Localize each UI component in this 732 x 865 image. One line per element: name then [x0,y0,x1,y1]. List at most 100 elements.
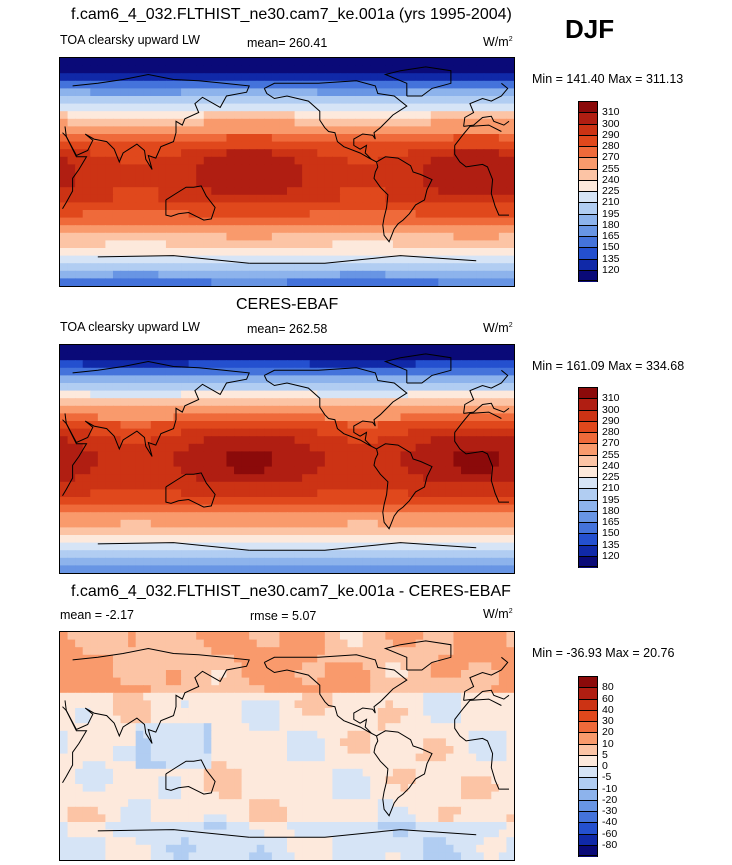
map-cell [97,535,106,544]
map-cell [377,225,386,234]
map-cell [120,685,129,694]
map-cell [438,126,447,135]
map-cell [423,565,432,573]
map-cell [234,240,243,249]
map-cell [264,565,273,573]
map-cell [347,677,356,686]
map-cell [158,156,167,165]
map-cell [264,80,273,89]
map-cell [324,96,333,105]
map-cell [241,126,250,135]
map-cell [309,504,318,513]
map-cell [75,179,84,188]
map-cell [506,784,514,793]
map-cell [309,700,318,709]
map-cell [377,723,386,732]
map-cell [355,156,364,165]
map-cell [438,149,447,158]
map-cell [506,164,514,173]
map-cell [241,187,250,196]
map-cell [165,746,175,755]
map-cell [332,761,341,770]
map-cell [256,118,265,127]
map-cell [188,791,197,800]
map-cell [143,73,152,82]
map-cell [173,632,182,641]
map-cell [287,134,296,143]
map-cell [264,360,273,369]
map-cell [294,550,303,559]
map-svg [60,632,514,860]
map-cell [370,390,379,399]
map-cell [294,451,303,460]
map-cell [347,746,356,755]
map-cell [60,375,69,384]
map-cell [453,504,462,513]
map-cell [97,791,106,800]
coastline [373,443,433,530]
map-cell [453,187,462,196]
map-cell [203,405,212,414]
map-cell [75,466,84,475]
map-cell [309,118,318,127]
map-cell [377,670,386,679]
map-cell [249,428,258,437]
map-cell [408,248,417,257]
map-cell [445,504,455,513]
map-cell [423,103,432,112]
map-cell [112,80,122,89]
map-cell [491,398,500,407]
map-cell [370,768,379,777]
map-cell [234,738,243,747]
map-cell [97,360,106,369]
map-cell [415,172,424,181]
map-cell [279,278,288,286]
map-cell [339,248,349,257]
map-cell [82,550,91,559]
map-cell [264,708,273,717]
map-cell [302,519,311,528]
map-cell [287,187,296,196]
map-cell [135,103,144,112]
map-cell [218,398,228,407]
map-cell [143,715,152,724]
map-cell [271,88,281,97]
map-cell [453,481,462,490]
map-cell [423,383,432,392]
map-cell [75,715,84,724]
map-cell [453,730,462,739]
map-cell [75,639,84,648]
map-cell [362,489,371,498]
map-cell [392,179,402,188]
map-cell [90,103,99,112]
map-cell [60,134,69,143]
map-cell [408,700,417,709]
map-cell [423,700,432,709]
map-cell [302,692,311,701]
map-cell [211,730,220,739]
map-cell [211,278,220,286]
map-cell [173,248,182,257]
map-cell [483,443,492,452]
map-cell [249,489,258,498]
map-cell [498,730,508,739]
map-cell [241,405,250,414]
map-cell [476,413,485,422]
map-cell [476,278,485,286]
map-cell [75,141,84,150]
map-cell [234,248,243,257]
colorbar-tick-label: 255 [602,162,620,175]
map-cell [67,103,76,112]
map-cell [491,278,500,286]
map-cell [264,730,273,739]
map-cell [415,542,424,551]
map-cell [309,730,318,739]
map-cell [196,768,205,777]
map-cell [75,58,84,67]
map-cell [453,383,462,392]
map-cell [324,240,333,249]
map-cell [324,535,333,544]
map-cell [256,164,265,173]
map-cell [317,360,326,369]
map-cell [279,126,288,135]
